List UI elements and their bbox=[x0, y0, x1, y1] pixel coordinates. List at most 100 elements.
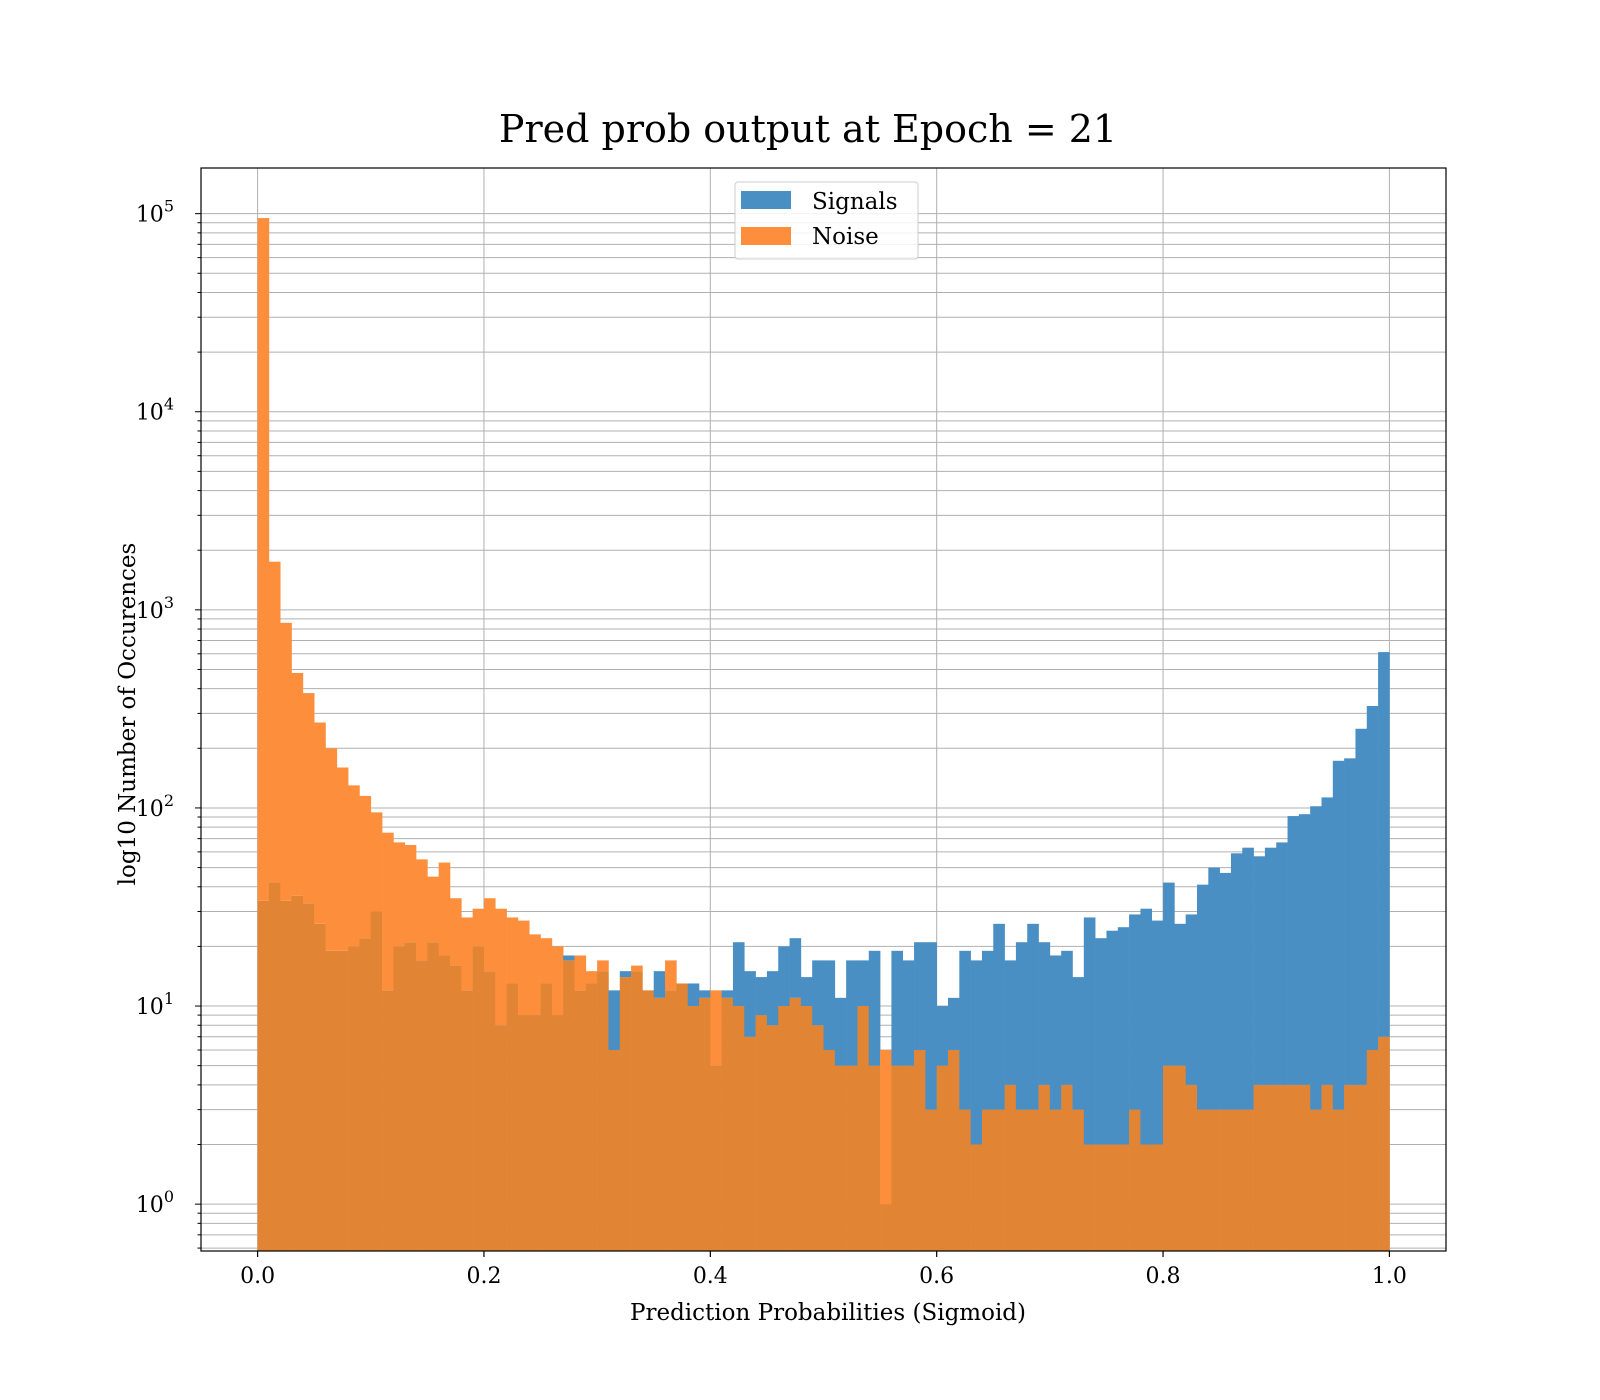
overlap-bar bbox=[495, 1025, 507, 1251]
chart-title: Pred prob output at Epoch = 21 bbox=[499, 107, 1117, 151]
y-axis: 100 101 102 103 104 105 bbox=[136, 197, 201, 1249]
overlap-bar bbox=[427, 942, 439, 1251]
overlap-bar bbox=[1230, 1109, 1243, 1251]
overlap-bar bbox=[551, 1015, 564, 1251]
signals-bar bbox=[1378, 652, 1390, 1037]
legend-swatch-signals bbox=[741, 191, 791, 209]
overlap-bar bbox=[1219, 1109, 1232, 1251]
overlap-bar bbox=[1095, 1144, 1107, 1251]
noise-bar bbox=[427, 876, 439, 943]
overlap-bar bbox=[314, 923, 326, 1251]
overlap-bar bbox=[1366, 1049, 1379, 1251]
overlap-bar bbox=[665, 990, 677, 1251]
noise-bar bbox=[495, 908, 507, 1026]
overlap-bar bbox=[1332, 1109, 1345, 1251]
overlap-bar bbox=[1253, 1084, 1266, 1251]
overlap-bar bbox=[766, 1025, 779, 1251]
overlap-bar bbox=[325, 950, 338, 1251]
overlap-bar bbox=[834, 1065, 847, 1251]
overlap-bar bbox=[676, 983, 688, 1251]
overlap-bar bbox=[257, 900, 270, 1251]
signals-bar bbox=[914, 942, 926, 1050]
signals-bar bbox=[699, 990, 711, 998]
overlap-bar bbox=[902, 1065, 915, 1251]
overlap-bar bbox=[1129, 1109, 1141, 1251]
signals-bar bbox=[1049, 955, 1062, 1110]
overlap-bar bbox=[755, 1015, 768, 1251]
overlap-bar bbox=[732, 1006, 745, 1251]
signals-bar bbox=[1061, 950, 1073, 1085]
signals-bar bbox=[1038, 942, 1051, 1085]
legend-label-noise: Noise bbox=[812, 224, 879, 250]
signals-bar bbox=[1174, 923, 1186, 1066]
signals-bar bbox=[721, 990, 734, 998]
signals-bar bbox=[563, 955, 575, 961]
overlap-bar bbox=[631, 971, 643, 1251]
legend-swatch-noise bbox=[741, 227, 791, 245]
overlap-bar bbox=[1038, 1084, 1051, 1251]
overlap-bar bbox=[1378, 1036, 1390, 1251]
plot-frame bbox=[200, 167, 1447, 1252]
overlap-bar bbox=[1004, 1084, 1017, 1251]
noise-bar bbox=[551, 946, 564, 1016]
overlap-bar bbox=[1015, 1109, 1028, 1251]
overlap-bar bbox=[1298, 1084, 1311, 1251]
x-tick-label: 0.2 bbox=[466, 1264, 501, 1289]
noise-bar bbox=[325, 748, 338, 951]
signals-bar bbox=[970, 960, 983, 1145]
overlap-bar bbox=[812, 1025, 824, 1251]
signals-bar bbox=[1072, 977, 1085, 1110]
overlap-bar bbox=[483, 971, 496, 1251]
signals-bar bbox=[993, 923, 1005, 1110]
noise-bar bbox=[472, 908, 485, 947]
signals-bar bbox=[1287, 816, 1300, 1085]
signals-bar bbox=[1027, 923, 1039, 1110]
noise-bar bbox=[382, 832, 394, 991]
overlap-bar bbox=[981, 1109, 994, 1251]
signals-bar bbox=[687, 983, 700, 1007]
signals-bar bbox=[1129, 914, 1141, 1110]
overlap-bar bbox=[585, 983, 598, 1251]
signals-bar bbox=[619, 971, 632, 978]
overlap-bar bbox=[936, 1065, 949, 1251]
signals-bar bbox=[778, 946, 790, 1007]
signals-bar bbox=[1230, 853, 1243, 1110]
overlap-bar bbox=[450, 965, 462, 1251]
overlap-bar bbox=[970, 1144, 983, 1251]
x-tick-label: 0.6 bbox=[919, 1264, 954, 1289]
overlap-bar bbox=[891, 1065, 904, 1251]
overlap-bar bbox=[699, 997, 711, 1251]
signals-bar bbox=[1253, 856, 1266, 1085]
overlap-bar bbox=[642, 990, 655, 1251]
overlap-bar bbox=[823, 1049, 836, 1251]
noise-bar bbox=[348, 785, 360, 947]
signals-bar bbox=[948, 997, 960, 1050]
signals-bar bbox=[755, 977, 768, 1016]
overlap-bar bbox=[1072, 1109, 1085, 1251]
noise-bar bbox=[597, 960, 609, 972]
signals-bar bbox=[1083, 917, 1096, 1145]
overlap-bar bbox=[846, 1065, 858, 1251]
overlap-bar bbox=[914, 1049, 926, 1251]
noise-bar bbox=[314, 722, 326, 924]
noise-bar bbox=[393, 842, 406, 947]
overlap-bar bbox=[1208, 1109, 1220, 1251]
signals-bar bbox=[766, 971, 779, 1026]
overlap-bar bbox=[1287, 1084, 1300, 1251]
overlap-bar bbox=[1083, 1144, 1096, 1251]
overlap-bar bbox=[404, 942, 417, 1251]
signals-bar bbox=[959, 950, 971, 1110]
overlap-bar bbox=[1197, 1109, 1209, 1251]
overlap-bar bbox=[800, 1006, 813, 1251]
noise-bar bbox=[359, 795, 372, 939]
signals-bar bbox=[1197, 884, 1209, 1110]
overlap-bar bbox=[880, 1204, 892, 1251]
y-tick-label: 102 bbox=[136, 791, 174, 822]
signals-bar bbox=[812, 960, 824, 1026]
overlap-bar bbox=[1174, 1065, 1186, 1251]
signals-bar bbox=[1163, 882, 1175, 1066]
overlap-bar bbox=[1321, 1084, 1334, 1251]
overlap-bar bbox=[1049, 1109, 1062, 1251]
noise-bar bbox=[461, 917, 473, 991]
overlap-bar bbox=[1344, 1084, 1356, 1251]
